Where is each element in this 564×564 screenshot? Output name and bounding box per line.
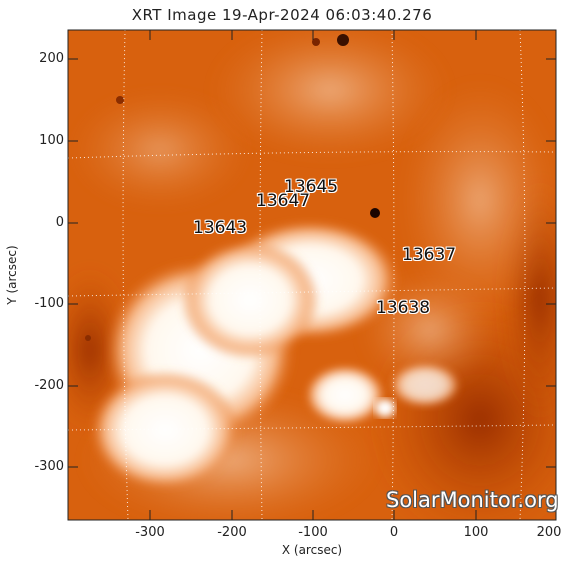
x-tick-label: -300	[135, 525, 165, 540]
x-tick-label: -100	[298, 525, 328, 540]
plot-frame	[67, 29, 557, 521]
x-tick-label: 100	[463, 525, 489, 540]
y-tick-label: -300	[34, 459, 64, 474]
y-tick-label: 100	[39, 133, 64, 148]
region-label-13647: 13647	[256, 191, 311, 211]
y-axis-label: Y (arcsec)	[5, 245, 19, 305]
y-tick-label: -100	[34, 296, 64, 311]
region-label-13643: 13643	[193, 218, 248, 238]
x-tick-label: 0	[389, 525, 399, 540]
tick-marks	[68, 30, 556, 520]
y-tick-label: -200	[34, 378, 64, 393]
y-tick-label: 0	[55, 215, 64, 230]
coordinate-grid	[67, 29, 557, 521]
x-axis-label: X (arcsec)	[281, 543, 343, 557]
image-title: XRT Image 19-Apr-2024 06:03:40.276	[131, 6, 433, 24]
xrt-image	[68, 30, 556, 520]
solarmonitor-watermark: SolarMonitor.org	[386, 488, 559, 512]
x-tick-label: -200	[217, 525, 247, 540]
region-label-13637: 13637	[402, 245, 457, 265]
region-label-13638: 13638	[376, 298, 431, 318]
y-tick-label: 200	[39, 51, 64, 66]
x-tick-label: 200	[536, 525, 562, 540]
region-label-13645: 13645	[284, 177, 339, 197]
